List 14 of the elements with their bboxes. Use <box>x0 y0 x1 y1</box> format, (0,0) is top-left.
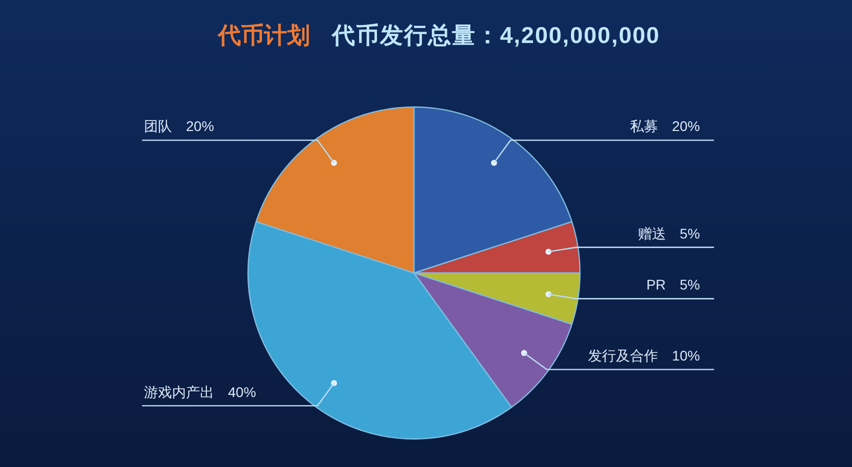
data-label: 5% <box>680 276 700 293</box>
data-label: 40% <box>228 384 256 400</box>
data-label: 10% <box>672 347 700 364</box>
slice-label: PR <box>646 276 666 293</box>
slice-label: 赠送 <box>638 225 666 242</box>
slice-label: 游戏内产出 <box>144 384 214 400</box>
data-label: 20% <box>186 118 214 134</box>
chart-subtitle: 代币发行总量：4,200,000,000 <box>331 22 660 48</box>
slice-label: 团队 <box>144 118 172 134</box>
data-label: 20% <box>672 118 700 134</box>
chart-title: 代币计划 <box>217 22 310 48</box>
slice-label: 私募 <box>630 118 658 134</box>
data-label: 5% <box>680 225 700 242</box>
slice-label: 发行及合作 <box>588 347 658 364</box>
